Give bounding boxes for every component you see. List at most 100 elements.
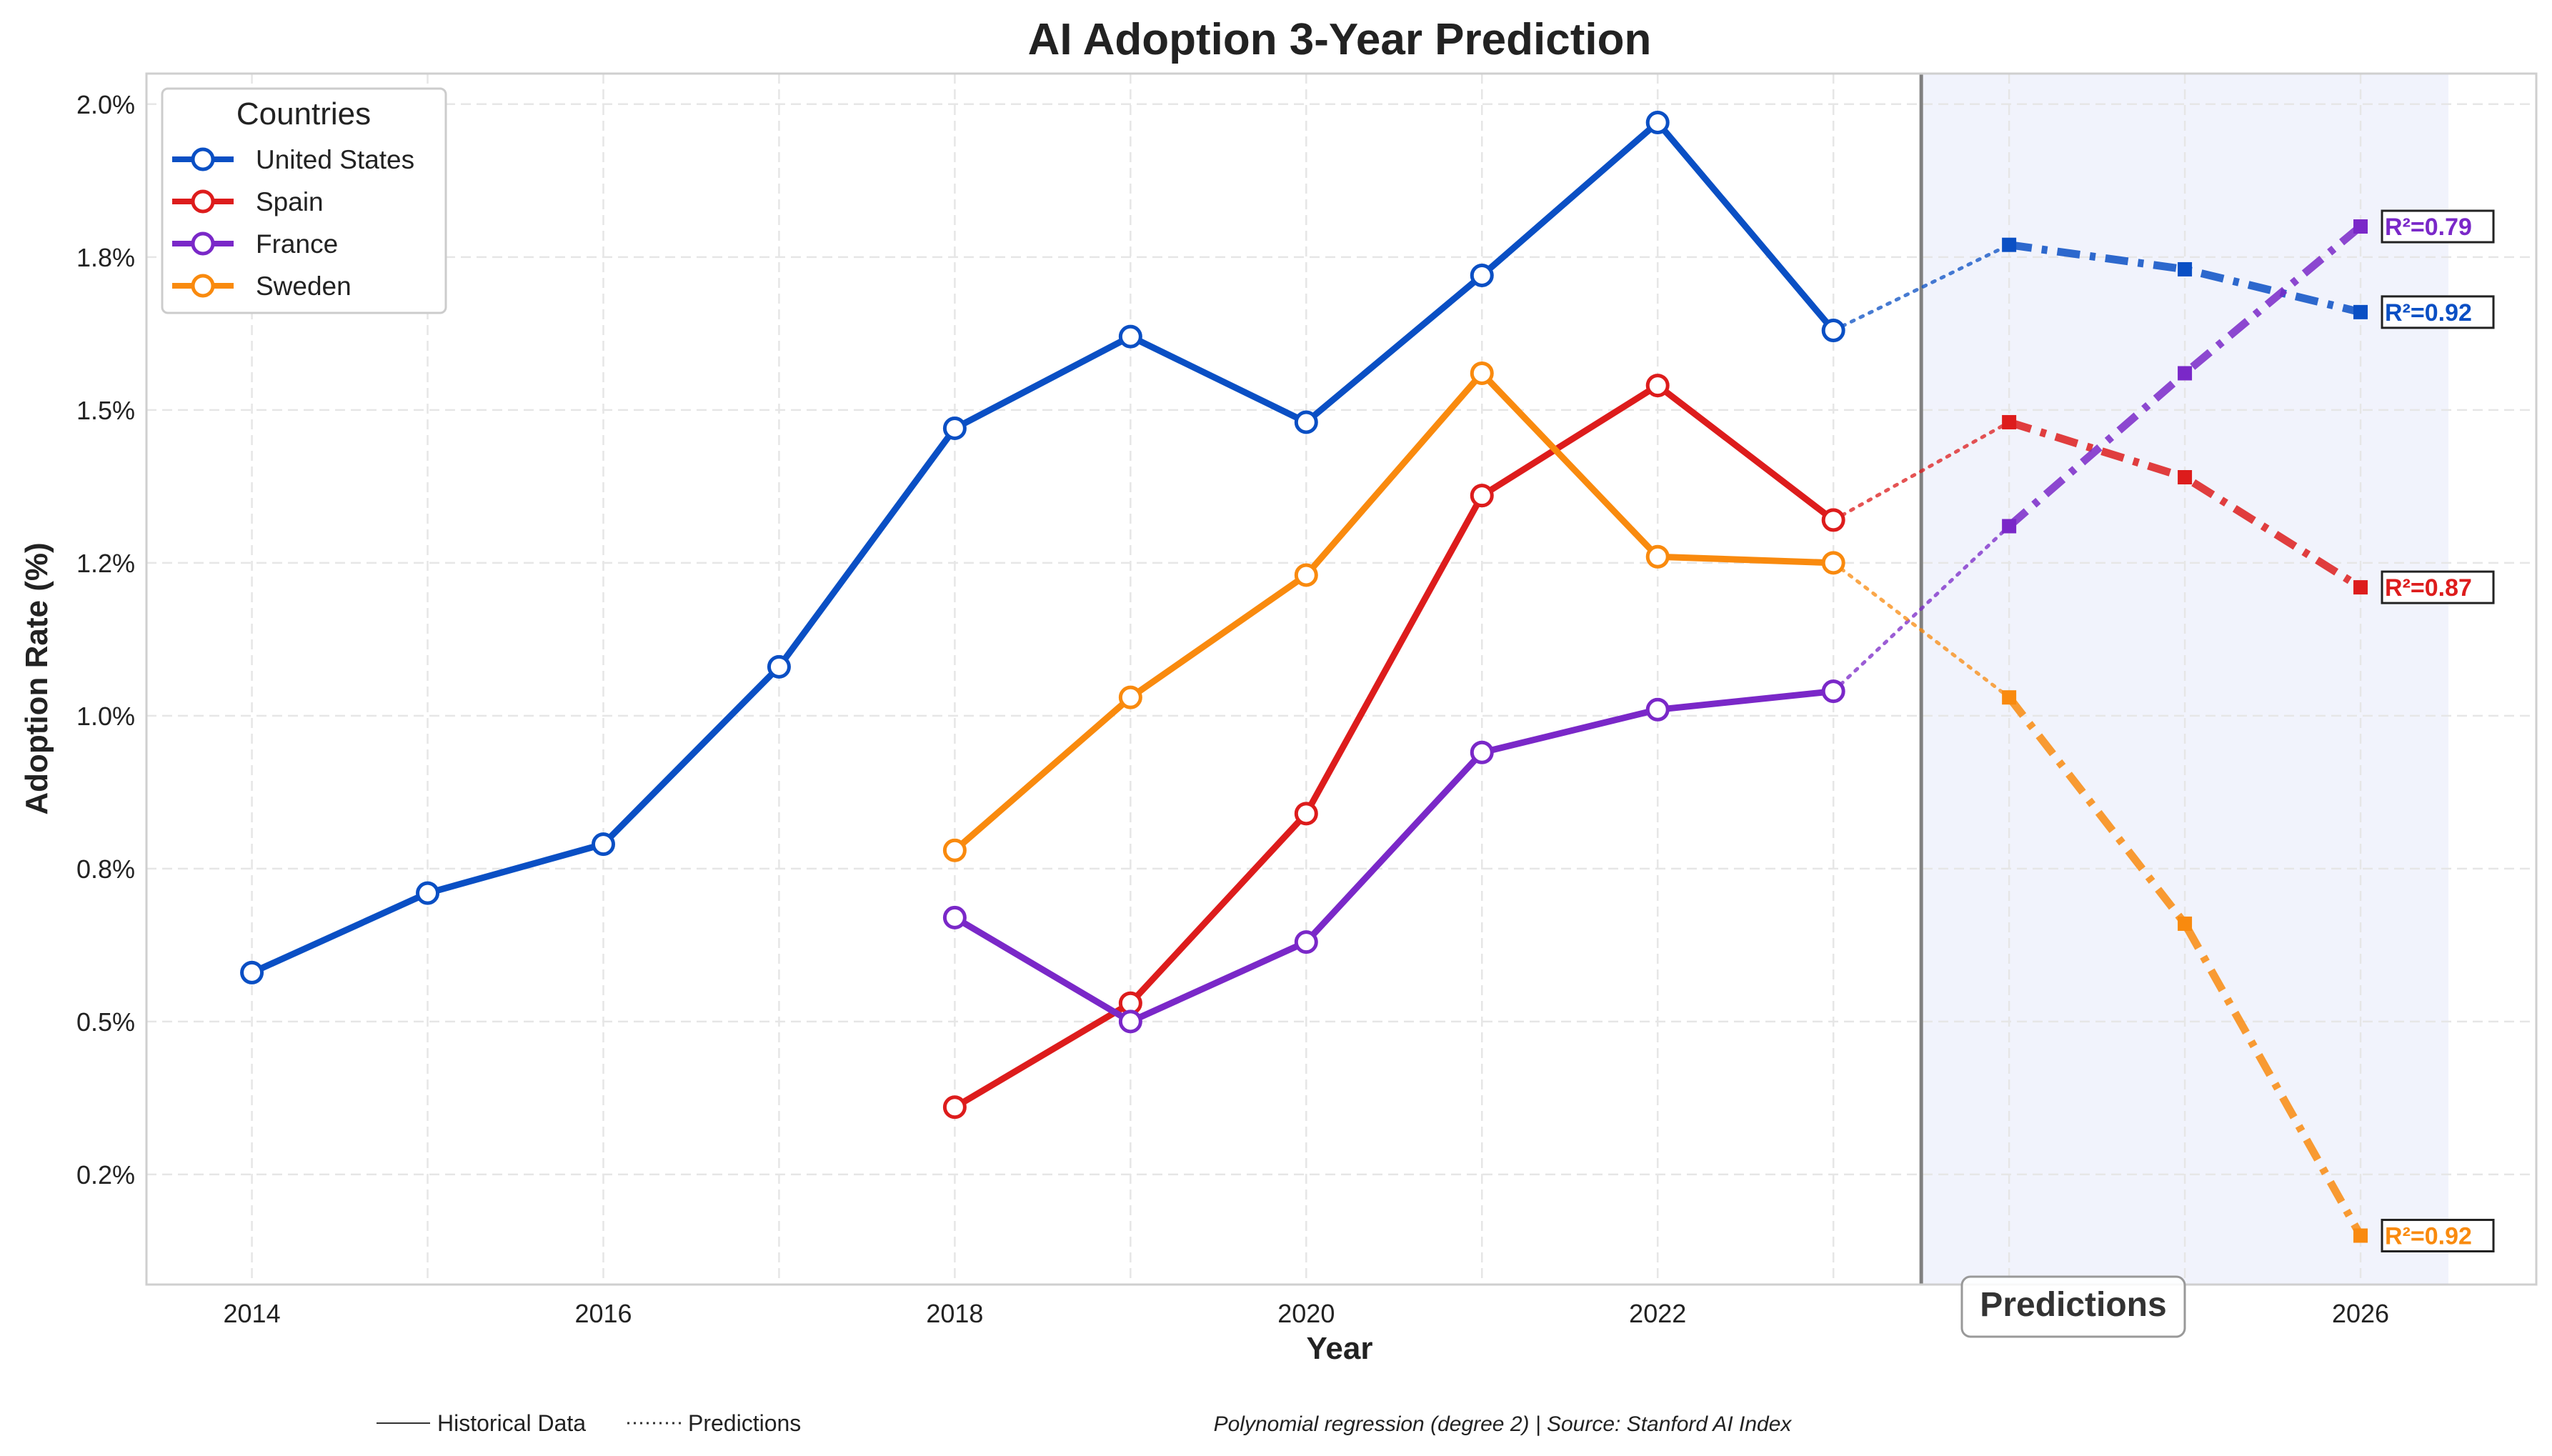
data-point-spain <box>1470 484 1494 508</box>
legend-swatch-marker <box>191 274 215 298</box>
data-point-france <box>1118 1009 1142 1034</box>
x-tick-label: 2022 <box>1629 1299 1686 1328</box>
y-tick-label: 1.0% <box>76 702 135 731</box>
data-point-france <box>1294 930 1318 954</box>
legend-label: Sweden <box>256 271 352 301</box>
x-tick-label: 2016 <box>574 1299 632 1328</box>
series-france <box>942 219 2368 1034</box>
prediction-point-spain <box>2178 470 2193 484</box>
prediction-point-france <box>2002 519 2017 534</box>
y-tick-label: 0.2% <box>76 1160 135 1190</box>
legend-item-spain: Spain <box>172 187 324 216</box>
series-sweden <box>942 361 2368 1243</box>
y-tick-label: 2.0% <box>76 90 135 119</box>
data-point-spain <box>1645 374 1670 398</box>
prediction-point-spain <box>2002 414 2017 429</box>
data-point-united-states <box>1294 410 1318 434</box>
legend-items: United States Spain France Sweden <box>172 145 414 301</box>
x-tick-label: 2020 <box>1277 1299 1335 1328</box>
legend-item-sweden: Sweden <box>172 271 352 301</box>
data-point-sweden <box>942 838 967 862</box>
prediction-badge-label: Predictions <box>1980 1286 2166 1324</box>
r2-box <box>2381 570 2495 604</box>
r2-label-sweden: R²=0.92 <box>2381 1219 2495 1253</box>
prediction-point-spain <box>2353 580 2368 595</box>
historical-line-sweden <box>952 369 1834 853</box>
series-united-states <box>240 110 2368 984</box>
data-point-united-states <box>591 832 615 857</box>
connector-line-spain <box>1831 420 2011 522</box>
legend-label: Spain <box>256 187 324 216</box>
r2-label-france: R²=0.79 <box>2381 209 2495 244</box>
prediction-point-united-states <box>2353 304 2368 319</box>
historical-line-spain <box>953 382 1835 1110</box>
data-point-united-states <box>416 881 440 905</box>
legend-label: France <box>256 229 338 259</box>
y-axis-ticks: 0.2% 0.5% 0.8% 1.0% 1.2% 1.5% 1.8% 2.0% <box>76 90 135 1190</box>
prediction-point-united-states <box>2002 237 2017 252</box>
plot-frame <box>145 72 2538 1286</box>
data-point-spain <box>1821 508 1845 532</box>
data-point-france <box>1470 740 1494 764</box>
data-point-france <box>1821 679 1845 704</box>
data-point-sweden <box>1821 551 1845 575</box>
data-point-united-states <box>942 417 967 441</box>
historical-line-united-states <box>250 119 1836 976</box>
chart-title: AI Adoption 3-Year Prediction <box>1028 15 1652 64</box>
gridlines <box>146 74 2536 1285</box>
series-spain <box>942 374 2368 1120</box>
series-layer <box>240 110 2368 1243</box>
legend-item-france: France <box>172 229 338 259</box>
legend-swatch-marker <box>191 231 215 256</box>
data-point-united-states <box>240 960 264 984</box>
r2-label-united-states: R²=0.92 <box>2381 295 2495 329</box>
r2-labels: R²=0.92 R²=0.87 R²=0.79 R²=0.92 <box>2381 209 2495 1253</box>
r2-box <box>2381 295 2495 329</box>
y-tick-label: 0.5% <box>76 1007 135 1037</box>
data-point-spain <box>1294 802 1318 826</box>
legend-label: United States <box>256 145 414 174</box>
r2-text: R²=0.92 <box>2385 299 2472 326</box>
legend-swatch-marker <box>191 147 215 171</box>
r2-box <box>2381 209 2495 244</box>
footer-predictions-label: Predictions <box>688 1410 801 1436</box>
x-tick-label: 2018 <box>926 1299 983 1328</box>
data-point-sweden <box>1118 685 1142 709</box>
legend-box <box>161 87 447 314</box>
x-axis-label: Year <box>1307 1331 1373 1366</box>
prediction-point-united-states <box>2178 261 2193 276</box>
x-tick-label: 2026 <box>2332 1299 2389 1328</box>
r2-text: R²=0.87 <box>2385 574 2472 602</box>
r2-text: R²=0.92 <box>2385 1223 2472 1250</box>
prediction-badge <box>1960 1275 2186 1338</box>
prediction-point-france <box>2353 219 2368 234</box>
legend-item-united-states: United States <box>172 145 414 174</box>
data-point-united-states <box>1821 319 1845 343</box>
connector-line-france <box>1831 524 2011 694</box>
historical-line-france <box>953 688 1834 1025</box>
x-axis-ticks: 2014 2016 2018 2020 2022 2026 <box>224 1299 2390 1328</box>
prediction-point-france <box>2178 366 2193 381</box>
r2-box <box>2381 1219 2495 1253</box>
data-point-spain <box>942 1095 967 1120</box>
legend: Countries United States Spain France Sweden <box>161 87 447 314</box>
r2-text: R²=0.79 <box>2385 214 2472 241</box>
prediction-point-sweden <box>2353 1228 2368 1243</box>
data-point-united-states <box>767 654 791 679</box>
y-tick-label: 1.5% <box>76 396 135 425</box>
prediction-point-sweden <box>2002 690 2017 705</box>
r2-label-spain: R²=0.87 <box>2381 570 2495 604</box>
legend-title: Countries <box>236 96 371 131</box>
y-tick-label: 1.2% <box>76 549 135 578</box>
y-tick-label: 1.8% <box>76 243 135 272</box>
footer-historical-label: Historical Data <box>437 1410 586 1436</box>
data-point-sweden <box>1470 361 1494 385</box>
data-point-united-states <box>1470 264 1494 287</box>
connector-line-sweden <box>1831 561 2011 699</box>
prediction-point-sweden <box>2178 916 2193 931</box>
prediction-line-united-states <box>2008 241 2362 316</box>
y-tick-label: 0.8% <box>76 854 135 884</box>
data-point-sweden <box>1294 563 1318 587</box>
data-point-france <box>1645 697 1670 722</box>
